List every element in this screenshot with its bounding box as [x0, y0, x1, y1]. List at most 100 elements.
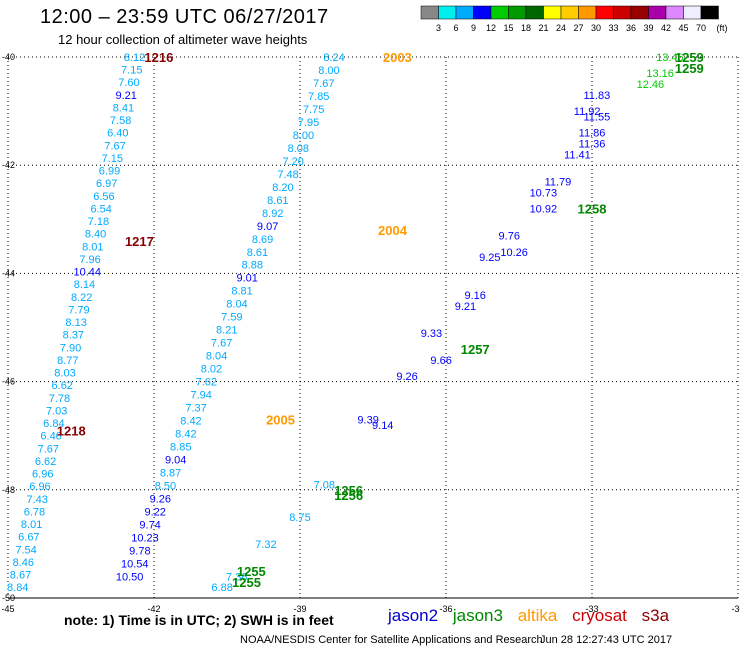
swh-value: 7.90 — [60, 342, 81, 354]
swh-value: 7.03 — [46, 405, 67, 417]
swh-value: 8.92 — [262, 208, 283, 220]
swh-value: 6.54 — [90, 203, 111, 215]
swh-value: 9.78 — [129, 545, 150, 557]
swh-value: 8.21 — [216, 325, 237, 337]
swh-value: 7.48 — [277, 169, 298, 181]
pass-label: 2004 — [378, 223, 408, 238]
swh-value: 8.24 — [323, 52, 344, 64]
swh-value: 9.04 — [165, 455, 186, 467]
swh-value: 8.61 — [267, 195, 288, 207]
pass-label: 1256 — [334, 483, 363, 498]
color-scale-tick: 27 — [573, 23, 583, 33]
swh-value: 11.55 — [584, 112, 611, 124]
color-scale-legend: 3 6 9 12 15 18 21 24 27 30 33 36 39 42 45 70 (ft) — [420, 5, 728, 33]
swh-value: 9.33 — [421, 328, 442, 340]
swh-value: 7.43 — [26, 494, 47, 506]
color-scale-tick: 42 — [661, 23, 671, 33]
swh-value: 7.67 — [313, 78, 334, 90]
swh-value: 7.59 — [221, 312, 242, 324]
pass-label: 2005 — [266, 412, 295, 427]
swh-value: 13.46 — [656, 52, 684, 64]
pass-label: 1259 — [675, 61, 704, 76]
swh-value: 11.79 — [545, 176, 572, 188]
swh-value: 8.42 — [175, 429, 196, 441]
swh-value: 8.02 — [201, 364, 222, 376]
swh-value: 8.12 — [124, 52, 145, 64]
swh-value: 11.83 — [584, 90, 611, 102]
swh-value: 8.00 — [293, 130, 314, 142]
pass-label: 1257 — [461, 342, 490, 357]
color-scale-tick: 70 — [696, 23, 706, 33]
x-tick-label: -42 — [147, 604, 160, 614]
color-scale-tick: 30 — [591, 23, 601, 33]
color-scale-tick: 6 — [453, 23, 458, 33]
pass-label: 1255 — [237, 564, 266, 579]
swh-value: 7.18 — [88, 216, 109, 228]
swh-value: 6.97 — [96, 178, 117, 190]
color-scale-tick: 33 — [608, 23, 618, 33]
color-scale-tick: 24 — [556, 23, 566, 33]
swh-value: 6.67 — [18, 532, 39, 544]
swh-value: 8.85 — [170, 442, 191, 454]
swh-value: 9.22 — [145, 506, 166, 518]
swh-value: 9.26 — [150, 493, 171, 505]
pass-label: 1217 — [125, 234, 154, 249]
swh-value: 10.73 — [530, 187, 558, 199]
swh-value: 11.41 — [564, 149, 591, 161]
y-tick-label: -40 — [2, 52, 15, 62]
swh-value: 7.60 — [118, 77, 139, 89]
color-scale-tick: 15 — [503, 23, 513, 33]
swh-value: 8.87 — [160, 467, 181, 479]
color-scale-tick: 45 — [678, 23, 688, 33]
swh-value: 6.88 — [211, 582, 232, 594]
color-scale-tick: 3 — [436, 23, 441, 33]
swh-value: 7.85 — [308, 91, 329, 103]
swh-value: 7.58 — [110, 115, 131, 127]
x-tick-label: -33 — [585, 604, 598, 614]
swh-value: 9.07 — [257, 221, 278, 233]
swh-value: 6.96 — [32, 469, 53, 481]
swh-value: 9.25 — [479, 252, 500, 264]
swh-value: 8.42 — [180, 416, 201, 428]
swh-value: 7.67 — [38, 443, 59, 455]
swh-value: 8.37 — [63, 330, 84, 342]
swh-value: 7.15 — [102, 153, 123, 165]
x-tick-label: -39 — [293, 604, 306, 614]
swh-value: 6.78 — [24, 506, 45, 518]
swh-value: 8.77 — [57, 355, 78, 367]
credit-line: NOAA/NESDIS Center for Satellite Applica… — [240, 634, 543, 646]
swh-value: 7.78 — [49, 393, 70, 405]
swh-value: 8.67 — [10, 570, 31, 582]
pass-label: 2003 — [383, 50, 412, 65]
swh-value: 8.22 — [71, 292, 92, 304]
legend-altika: altika — [517, 606, 558, 625]
color-scale-tick: 36 — [626, 23, 636, 33]
footnote: note: 1) Time is in UTC; 2) SWH is in fe… — [64, 612, 334, 628]
swh-value: 11.86 — [579, 128, 606, 140]
swh-value: 9.21 — [115, 90, 136, 102]
swh-value: 8.08 — [288, 143, 309, 155]
swh-value: 6.40 — [107, 128, 128, 140]
swh-value: 7.32 — [255, 539, 276, 551]
swh-value: 10.54 — [121, 558, 149, 570]
color-scale-unit: (ft) — [717, 23, 728, 33]
swh-value: 10.50 — [116, 571, 144, 583]
pass-label: 1216 — [144, 50, 173, 65]
swh-value: 7.67 — [104, 140, 125, 152]
swh-value: 7.94 — [190, 390, 211, 402]
swh-value: 9.01 — [236, 273, 257, 285]
swh-value: 9.26 — [396, 371, 417, 383]
swh-value: 11.92 — [574, 106, 601, 118]
swh-value: 7.62 — [196, 377, 217, 389]
swh-value: 6.46 — [40, 431, 61, 443]
swh-value: 10.26 — [500, 247, 528, 259]
swh-value: 7.96 — [79, 254, 100, 266]
swh-value: 8.81 — [231, 286, 252, 298]
color-scale-tick: 39 — [643, 23, 653, 33]
swh-value: 9.74 — [139, 519, 160, 531]
swh-value: 6.99 — [99, 166, 120, 178]
swh-value: 10.44 — [73, 267, 101, 279]
swh-value: 9.76 — [499, 231, 520, 243]
pass-label: 1259 — [675, 50, 704, 65]
